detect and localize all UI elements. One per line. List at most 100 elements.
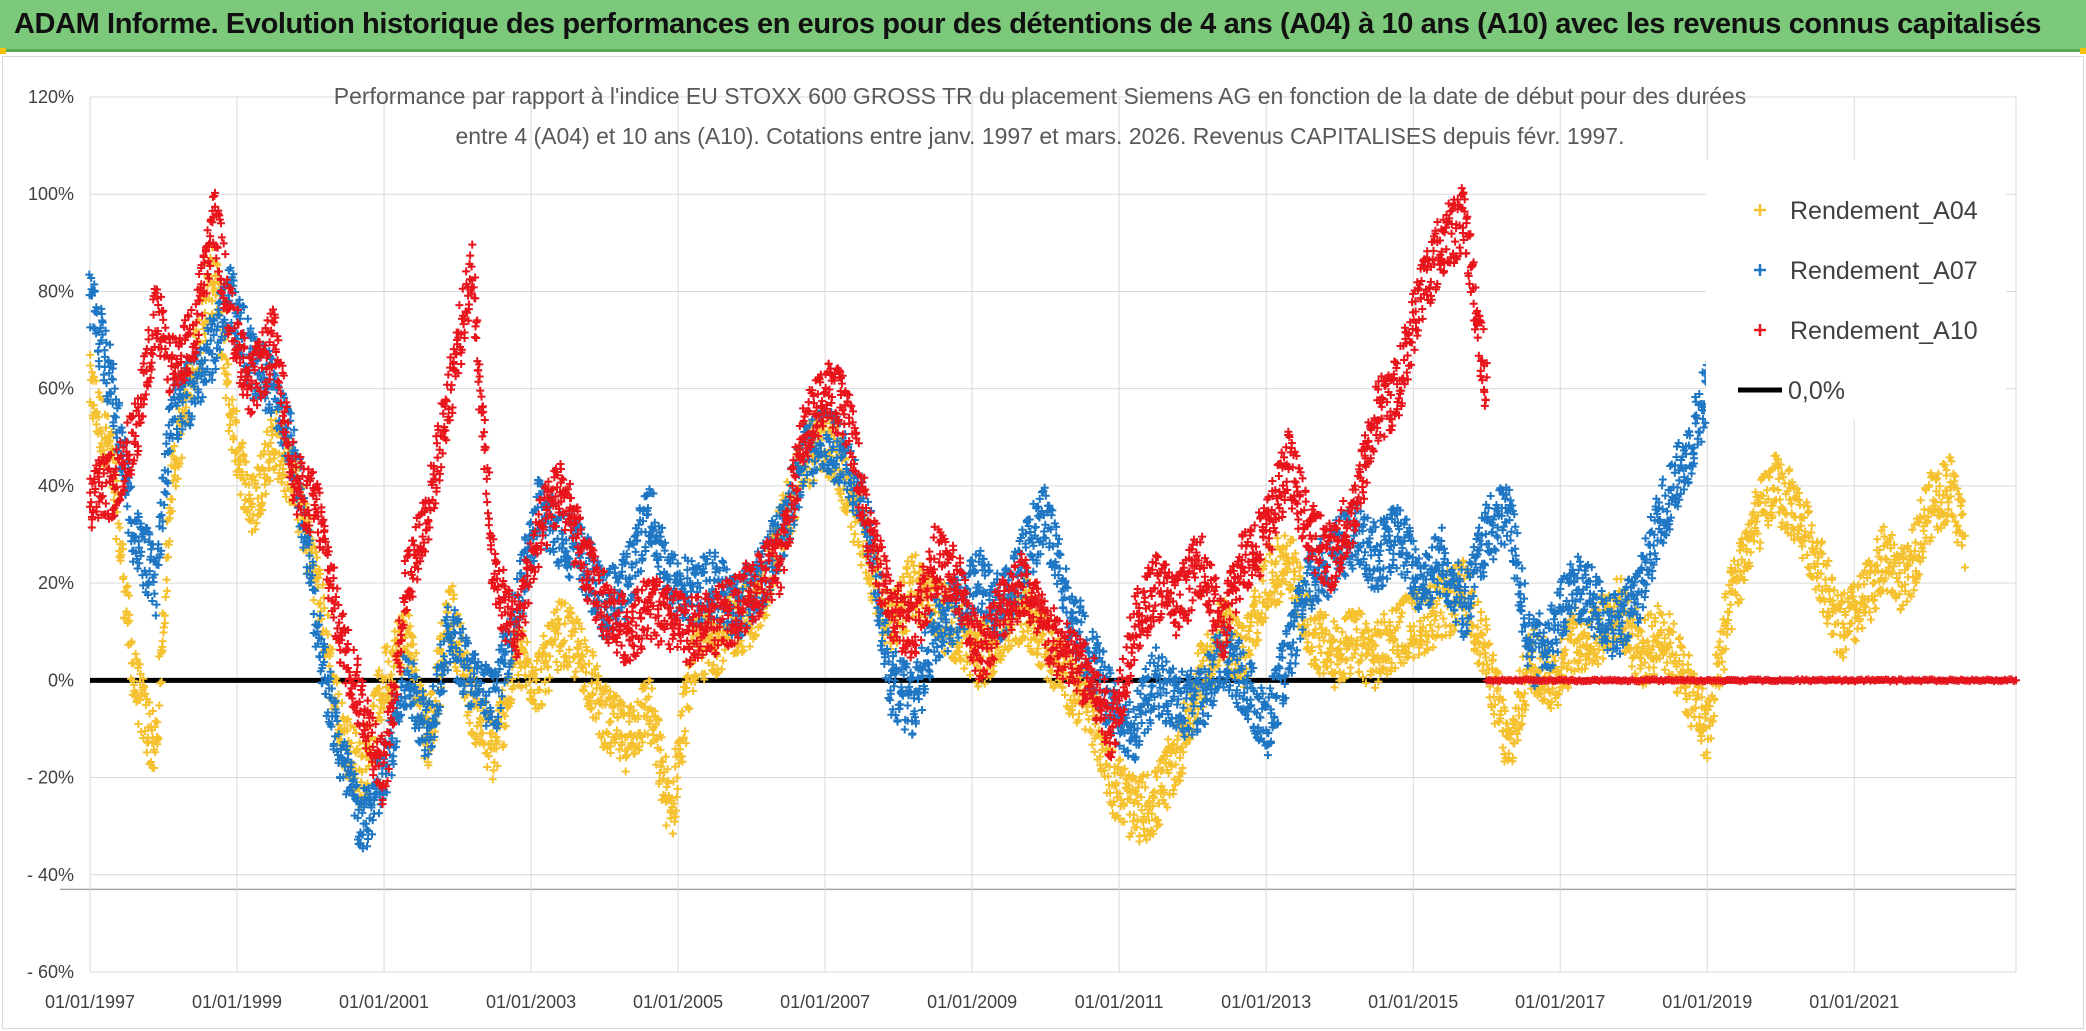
point-rendement-a04 (1720, 665, 1729, 674)
point-rendement-a04 (175, 459, 184, 468)
point-rendement-a04 (127, 637, 136, 646)
x-tick-label: 01/01/2005 (633, 992, 723, 1012)
point-rendement-a04 (606, 717, 615, 726)
point-rendement-a04 (857, 561, 866, 570)
point-rendement-a04 (86, 361, 95, 370)
point-rendement-a04 (156, 679, 165, 688)
point-rendement-a04 (313, 553, 322, 562)
point-rendement-a04 (1764, 521, 1773, 530)
point-rendement-a04 (523, 638, 532, 647)
point-rendement-a04 (226, 420, 235, 429)
point-rendement-a04 (1785, 465, 1794, 474)
point-rendement-a04 (384, 657, 393, 666)
point-rendement-a04 (163, 586, 172, 595)
y-tick-label: - 40% (27, 865, 74, 885)
point-rendement-a04 (225, 400, 234, 409)
point-rendement-a04 (1685, 651, 1694, 660)
point-rendement-a04 (1489, 651, 1498, 660)
point-rendement-a04 (662, 821, 671, 830)
point-rendement-a04 (158, 637, 167, 646)
point-rendement-a04 (1927, 533, 1936, 542)
title-banner: ADAM Informe. Evolution historique des p… (0, 0, 2086, 52)
x-tick-label: 01/01/2007 (780, 992, 870, 1012)
y-tick-label: 120% (28, 87, 74, 107)
point-rendement-a04 (86, 350, 95, 359)
point-rendement-a04 (221, 393, 230, 402)
point-rendement-a07 (133, 564, 142, 573)
x-tick-label: 01/01/2003 (486, 992, 576, 1012)
point-rendement-a04 (539, 631, 548, 640)
point-rendement-a07 (110, 412, 119, 421)
point-rendement-a04 (1727, 625, 1736, 634)
point-rendement-a04 (125, 610, 134, 619)
point-rendement-a04 (1090, 747, 1099, 756)
point-rendement-a04 (224, 378, 233, 387)
point-rendement-a04 (169, 476, 178, 485)
point-rendement-a04 (1152, 773, 1161, 782)
point-rendement-a04 (120, 614, 129, 623)
point-rendement-a04 (144, 737, 153, 746)
point-rendement-a04 (150, 764, 159, 773)
point-rendement-a04 (1116, 755, 1125, 764)
point-rendement-a04 (745, 642, 754, 651)
point-rendement-a04 (847, 522, 856, 531)
x-tick-label: 01/01/2017 (1515, 992, 1605, 1012)
banner-corner-right (2080, 48, 2086, 54)
point-rendement-a04 (1866, 615, 1875, 624)
point-rendement-a04 (1426, 620, 1435, 629)
point-rendement-a04 (1873, 535, 1882, 544)
x-axis: 01/01/1997 01/01/1999 01/01/2001 01/01/2003… (45, 992, 1899, 1012)
point-rendement-a04 (552, 657, 561, 666)
point-rendement-a04 (130, 680, 139, 689)
point-rendement-a04 (160, 611, 169, 620)
point-rendement-a04 (1475, 659, 1484, 668)
point-rendement-a04 (142, 748, 151, 757)
point-rendement-a04 (668, 829, 677, 838)
point-rendement-a04 (103, 412, 112, 421)
point-rendement-a04 (325, 662, 334, 671)
point-rendement-a04 (123, 582, 132, 591)
point-rendement-a04 (1315, 642, 1324, 651)
point-rendement-a04 (223, 376, 232, 385)
point-rendement-a04 (208, 296, 217, 305)
chart-frame (2, 56, 2084, 1029)
point-rendement-a04 (673, 773, 682, 782)
x-tick-label: 01/01/2001 (339, 992, 429, 1012)
point-rendement-a04 (488, 775, 497, 784)
point-rendement-a04 (135, 660, 144, 669)
point-rendement-a04 (1598, 654, 1607, 663)
point-rendement-a04 (563, 662, 572, 671)
point-rendement-a04 (94, 388, 103, 397)
chart-title-line2: entre 4 (A04) et 10 ans (A10). Cotations… (456, 123, 1625, 149)
point-rendement-a07 (309, 585, 318, 594)
point-rendement-a04 (645, 676, 654, 685)
point-rendement-a04 (161, 592, 170, 601)
point-rendement-a04 (1482, 625, 1491, 634)
point-rendement-a04 (114, 519, 123, 528)
point-rendement-a04 (314, 600, 323, 609)
point-rendement-a04 (1961, 563, 1969, 572)
point-rendement-a04 (148, 707, 157, 716)
point-rendement-a04 (1396, 612, 1405, 621)
point-rendement-a04 (1665, 610, 1674, 619)
x-tick-label: 01/01/2013 (1221, 992, 1311, 1012)
point-rendement-a04 (1643, 637, 1652, 646)
point-rendement-a04 (145, 698, 154, 707)
point-rendement-a04 (210, 284, 219, 293)
point-rendement-a04 (1659, 618, 1668, 627)
x-tick-label: 01/01/2015 (1368, 992, 1458, 1012)
point-rendement-a04 (1730, 556, 1739, 565)
y-tick-label: 80% (38, 281, 74, 301)
y-tick-label: 40% (38, 476, 74, 496)
point-rendement-a04 (112, 534, 121, 543)
point-rendement-a04 (1904, 561, 1913, 570)
point-rendement-a04 (173, 474, 182, 483)
point-rendement-a04 (1286, 585, 1295, 594)
point-rendement-a04 (681, 727, 690, 736)
point-rendement-a07 (309, 610, 318, 619)
point-rendement-a04 (154, 734, 163, 743)
y-tick-label: 60% (38, 379, 74, 399)
point-rendement-a07 (94, 347, 103, 356)
point-rendement-a04 (1324, 649, 1333, 658)
